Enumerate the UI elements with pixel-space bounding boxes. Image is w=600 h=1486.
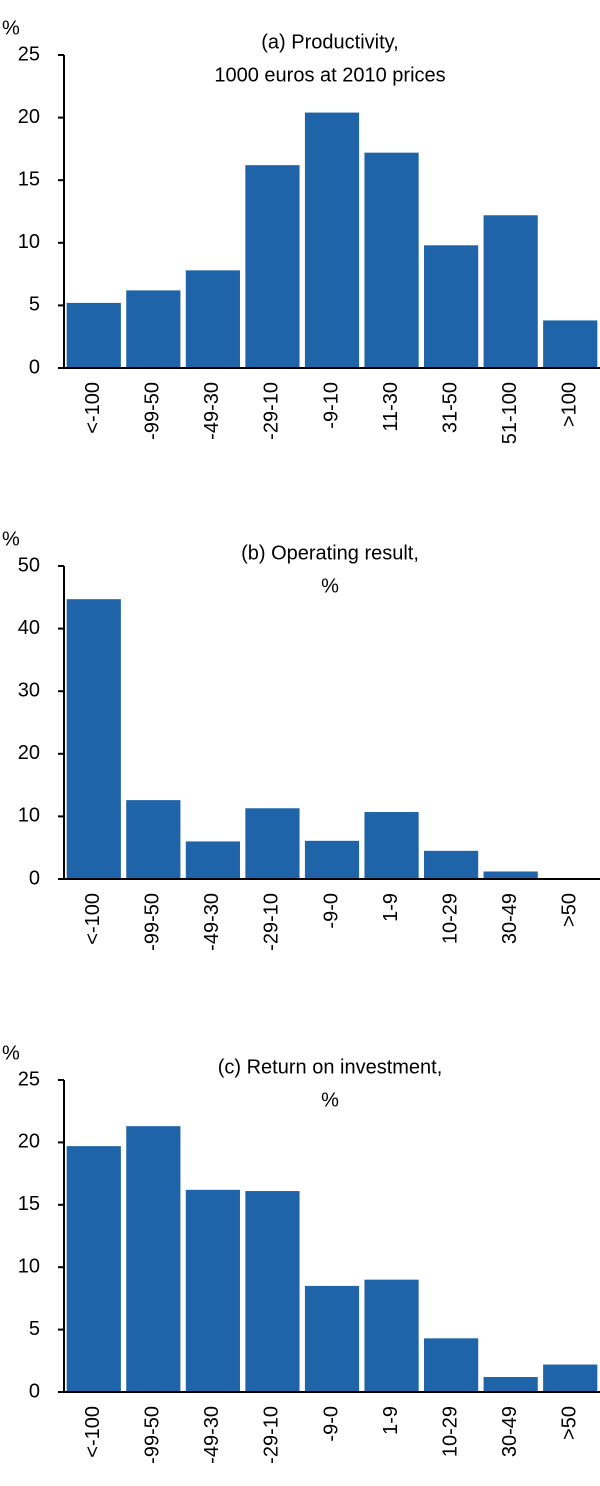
y-tick-label: 20 xyxy=(18,742,40,764)
x-tick-label: 1-9 xyxy=(380,1406,402,1435)
x-tick-label: -99-50 xyxy=(142,382,164,440)
y-tick-label: 40 xyxy=(18,617,40,639)
x-tick-label: 10-29 xyxy=(439,1406,461,1457)
bar xyxy=(424,245,479,368)
x-tick-label: -29-10 xyxy=(261,1406,283,1464)
bar xyxy=(245,165,300,368)
x-tick-label: >50 xyxy=(559,1406,581,1440)
bar xyxy=(543,320,598,368)
y-tick-label: 15 xyxy=(18,168,40,190)
y-tick-label: 50 xyxy=(18,554,40,576)
bar xyxy=(543,1364,598,1392)
bar xyxy=(364,1279,419,1392)
x-tick-label: <-100 xyxy=(82,382,104,434)
bar xyxy=(66,1146,121,1392)
y-tick-label: 20 xyxy=(18,1131,40,1153)
y-tick-label: 25 xyxy=(18,1068,40,1090)
y-axis-label: % xyxy=(2,1042,20,1064)
y-tick-label: 30 xyxy=(18,679,40,701)
x-tick-label: -49-30 xyxy=(201,893,223,951)
x-tick-label: >50 xyxy=(559,893,581,927)
y-tick-label: 5 xyxy=(29,1318,40,1340)
bar xyxy=(245,808,300,879)
bar xyxy=(483,215,538,368)
x-tick-label: 10-29 xyxy=(439,893,461,944)
y-tick-label: 10 xyxy=(18,805,40,827)
y-tick-label: 20 xyxy=(18,106,40,128)
x-tick-label: -9-0 xyxy=(320,893,342,929)
x-tick-label: -29-10 xyxy=(261,382,283,440)
y-tick-label: 10 xyxy=(18,231,40,253)
chart-title: (a) Productivity, xyxy=(261,31,398,53)
y-axis-label: % xyxy=(2,17,20,39)
bar xyxy=(364,812,419,879)
x-tick-label: -9-0 xyxy=(320,1406,342,1442)
x-tick-label: 30-49 xyxy=(499,893,521,944)
bar xyxy=(424,850,479,879)
y-tick-label: 15 xyxy=(18,1193,40,1215)
bar xyxy=(185,1189,240,1392)
chart-title: % xyxy=(321,575,339,597)
x-tick-label: -29-10 xyxy=(261,893,283,951)
x-tick-label: <-100 xyxy=(82,1406,104,1458)
bar xyxy=(483,1377,538,1392)
x-tick-label: <-100 xyxy=(82,893,104,945)
y-axis-label: % xyxy=(2,528,20,550)
bar xyxy=(245,1191,300,1392)
chart-title: % xyxy=(321,1089,339,1111)
bar xyxy=(304,840,360,879)
bar xyxy=(126,290,181,368)
bar xyxy=(185,841,240,879)
bar xyxy=(364,152,419,368)
bar xyxy=(66,302,121,368)
x-tick-label: 31-50 xyxy=(439,382,461,433)
bar xyxy=(483,871,538,879)
bar xyxy=(126,1126,181,1392)
x-tick-label: 30-49 xyxy=(499,1406,521,1457)
bar xyxy=(304,1285,360,1392)
y-tick-label: 5 xyxy=(29,294,40,316)
y-tick-label: 25 xyxy=(18,43,40,65)
bar xyxy=(66,599,121,879)
x-tick-label: 11-30 xyxy=(380,382,402,432)
y-tick-label: 10 xyxy=(18,1255,40,1277)
x-tick-label: -9-10 xyxy=(320,382,342,429)
x-tick-label: 1-9 xyxy=(380,893,402,922)
y-tick-label: 0 xyxy=(29,356,40,378)
bar xyxy=(126,800,181,879)
y-tick-label: 0 xyxy=(29,867,40,889)
bar xyxy=(424,1338,479,1392)
bar xyxy=(304,112,360,368)
chart-title: (c) Return on investment, xyxy=(218,1056,443,1078)
x-tick-label: -99-50 xyxy=(142,893,164,951)
x-tick-label: -49-30 xyxy=(201,382,223,440)
x-tick-label: >100 xyxy=(559,382,581,427)
y-tick-label: 0 xyxy=(29,1380,40,1402)
x-tick-label: -99-50 xyxy=(142,1406,164,1464)
x-tick-label: -49-30 xyxy=(201,1406,223,1464)
bar xyxy=(185,270,240,368)
chart-title: 1000 euros at 2010 prices xyxy=(214,64,445,86)
x-tick-label: 51-100 xyxy=(499,382,521,444)
chart-title: (b) Operating result, xyxy=(241,542,419,564)
